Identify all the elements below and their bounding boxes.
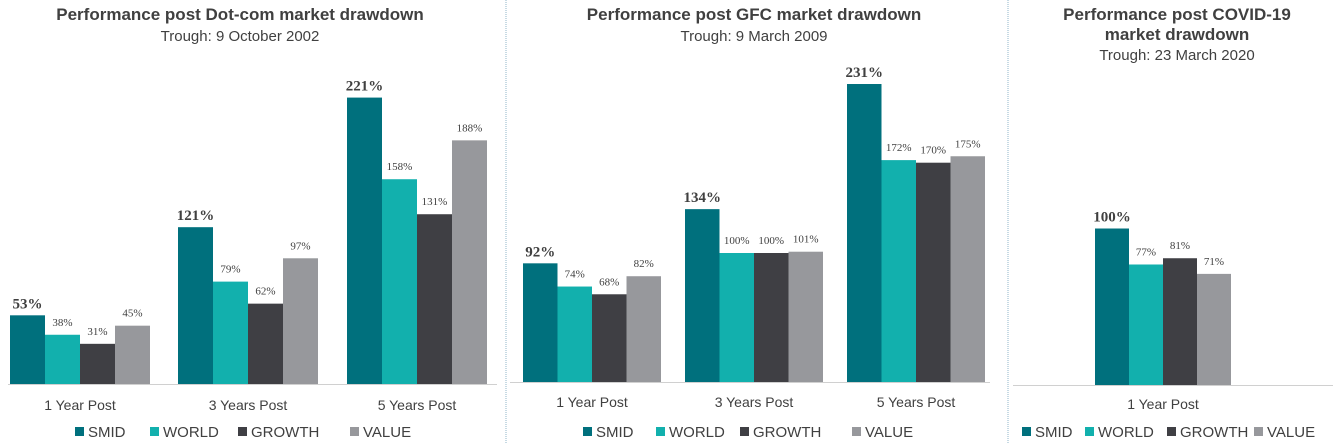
bar-growth-1	[80, 343, 115, 384]
data-label-growth-1: 81%	[1170, 240, 1190, 252]
chart-panel-2: Performance post GFC market drawdown Trou…	[510, 5, 990, 441]
bar-smid-2	[685, 209, 720, 382]
legend-swatch-value	[1254, 427, 1263, 436]
bar-world-2	[213, 281, 248, 384]
legend-label-value: VALUE	[1267, 424, 1315, 441]
x-tick-label: 5 Years Post	[378, 397, 457, 413]
bar-growth-1	[1163, 258, 1197, 385]
chart-title: Performance post GFC market drawdown	[587, 5, 921, 24]
legend-label-value: VALUE	[363, 424, 411, 441]
bar-world-1	[1129, 264, 1163, 385]
data-label-value-1: 71%	[1204, 256, 1224, 268]
legend-swatch-world	[656, 427, 665, 436]
data-label-world-1: 74%	[565, 269, 585, 281]
data-label-world-2: 79%	[220, 264, 240, 276]
data-label-smid-1: 53%	[13, 296, 43, 312]
legend-swatch-growth	[1167, 427, 1176, 436]
chart-subtitle: Trough: 9 October 2002	[161, 28, 320, 45]
data-label-growth-1: 31%	[87, 326, 107, 338]
bar-world-2	[719, 253, 754, 382]
data-label-growth-3: 131%	[422, 196, 448, 208]
bar-smid-2	[178, 227, 213, 384]
legend-label-growth: GROWTH	[753, 424, 821, 441]
bar-value-3	[452, 140, 487, 384]
legend-label-value: VALUE	[865, 424, 913, 441]
legend-swatch-smid	[583, 427, 592, 436]
legend-label-growth: GROWTH	[251, 424, 319, 441]
legend-swatch-world	[1085, 427, 1094, 436]
x-tick-label: 1 Year Post	[556, 394, 628, 410]
bar-smid-1	[523, 263, 558, 382]
legend-label-smid: SMID	[596, 424, 634, 441]
data-label-value-2: 101%	[793, 234, 819, 246]
legend-swatch-growth	[238, 427, 247, 436]
chart-title: Performance post COVID-19 market drawdown	[1063, 5, 1291, 44]
data-label-value-3: 188%	[457, 122, 483, 134]
legend-swatch-value	[350, 427, 359, 436]
bar-value-2	[788, 251, 823, 382]
data-label-world-3: 172%	[886, 142, 912, 154]
bar-growth-2	[754, 253, 789, 382]
data-label-world-3: 158%	[387, 161, 413, 173]
bar-smid-1	[1095, 228, 1129, 385]
bar-world-3	[881, 160, 916, 382]
x-tick-label: 1 Year Post	[1127, 396, 1199, 412]
legend-swatch-growth	[740, 427, 749, 436]
legend-swatch-value	[852, 427, 861, 436]
data-label-smid-3: 221%	[346, 79, 384, 95]
legend-label-smid: SMID	[88, 424, 126, 441]
bar-growth-3	[417, 214, 452, 384]
bar-growth-3	[916, 162, 951, 382]
x-tick-label: 5 Years Post	[877, 394, 956, 410]
data-label-growth-1: 68%	[599, 276, 619, 288]
legend-label-world: WORLD	[669, 424, 725, 441]
data-label-world-1: 38%	[52, 317, 72, 329]
bar-value-2	[283, 258, 318, 384]
data-label-smid-3: 231%	[846, 65, 884, 81]
data-label-smid-2: 134%	[684, 190, 722, 206]
data-label-growth-2: 100%	[758, 235, 784, 247]
bar-smid-3	[347, 97, 382, 385]
data-label-value-3: 175%	[955, 138, 981, 150]
legend-label-world: WORLD	[1098, 424, 1154, 441]
bar-value-1	[626, 276, 661, 382]
bar-world-1	[557, 286, 592, 382]
bar-value-3	[950, 156, 985, 382]
data-label-world-1: 77%	[1136, 246, 1156, 258]
data-label-smid-1: 100%	[1093, 210, 1131, 226]
bar-growth-2	[248, 303, 283, 384]
chart-panel-1: Performance post Dot-com market drawdown…	[8, 5, 497, 441]
x-tick-label: 3 Years Post	[715, 394, 794, 410]
chart-title: Performance post Dot-com market drawdown	[56, 5, 423, 24]
chart-panel-3: Performance post COVID-19 market drawdown…	[1013, 5, 1333, 441]
chart-subtitle: Trough: 23 March 2020	[1099, 47, 1254, 64]
bar-value-1	[1197, 273, 1231, 385]
legend-label-world: WORLD	[163, 424, 219, 441]
bar-smid-1	[10, 315, 45, 384]
legend-swatch-smid	[75, 427, 84, 436]
data-label-smid-2: 121%	[177, 208, 215, 224]
data-label-growth-3: 170%	[920, 145, 946, 157]
data-label-world-2: 100%	[724, 235, 750, 247]
data-label-growth-2: 62%	[255, 286, 275, 298]
data-label-smid-1: 92%	[525, 244, 555, 260]
data-label-value-2: 97%	[290, 240, 310, 252]
chart-subtitle: Trough: 9 March 2009	[680, 28, 827, 45]
x-tick-label: 1 Year Post	[44, 397, 116, 413]
legend-label-growth: GROWTH	[1180, 424, 1248, 441]
bar-value-1	[115, 325, 150, 384]
bar-world-1	[45, 334, 80, 384]
bar-growth-1	[592, 294, 627, 382]
x-tick-label: 3 Years Post	[209, 397, 288, 413]
legend-swatch-world	[150, 427, 159, 436]
legend-label-smid: SMID	[1035, 424, 1073, 441]
legend-swatch-smid	[1022, 427, 1031, 436]
bar-smid-3	[847, 84, 882, 382]
data-label-value-1: 82%	[634, 258, 654, 270]
data-label-value-1: 45%	[122, 308, 142, 320]
bar-world-3	[382, 179, 417, 384]
